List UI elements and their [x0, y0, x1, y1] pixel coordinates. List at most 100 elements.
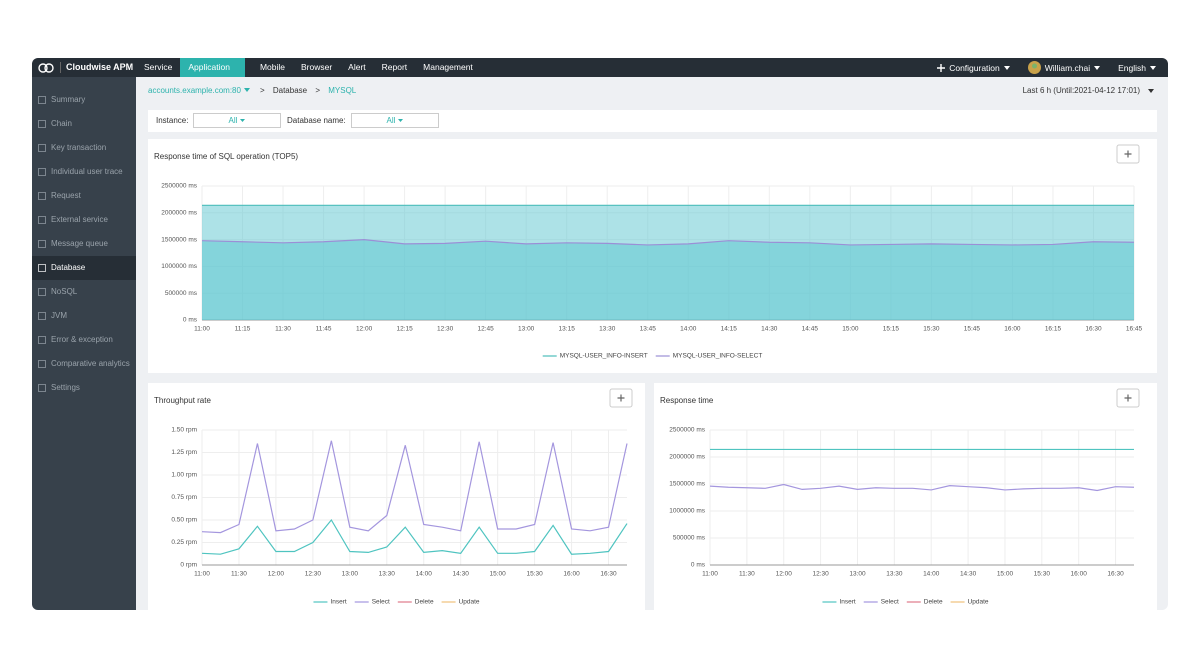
nav-item[interactable]: Application [180, 58, 245, 77]
x-tick-label: 14:00 [680, 326, 697, 333]
x-tick-label: 15:30 [526, 571, 543, 578]
avatar[interactable] [1027, 61, 1041, 74]
crumb-item: MYSQL [328, 86, 357, 95]
crumb-item[interactable]: Database [272, 86, 308, 95]
breadcrumb: accounts.example.com:80 > Database > MYSQ… [148, 86, 362, 95]
sidebar-icon [38, 240, 46, 248]
x-tick-label: 15:00 [490, 571, 507, 578]
sidebar-label: NoSQL [51, 287, 78, 296]
legend: MYSQL-USER_INFO-INSERT MYSQL-USER_INFO-SE… [542, 353, 763, 360]
legend-item[interactable]: Delete [397, 599, 434, 606]
x-tick-label: 16:30 [600, 571, 617, 578]
filter-value: All [386, 116, 396, 125]
time-range[interactable]: Last 6 h (Until:2021-04-12 17:01) [1023, 86, 1154, 95]
legend-item[interactable]: Delete [906, 599, 943, 606]
top-nav: Cloudwise APM Service Application Mobile Br… [32, 58, 1168, 77]
expand-button[interactable] [1116, 388, 1140, 408]
caret [1003, 65, 1010, 70]
configuration[interactable]: Configuration [949, 62, 1000, 73]
x-tick-label: 12:45 [478, 326, 495, 333]
chart-title: Throughput rate [154, 396, 211, 405]
y-tick-label: 2000000 ms [669, 454, 706, 461]
legend-item[interactable]: Select [354, 599, 390, 606]
language[interactable]: English [1118, 62, 1146, 73]
time-range-text: Last 6 h (Until:2021-04-12 17:01) [1022, 86, 1140, 95]
y-tick-label: 1500000 ms [161, 236, 198, 243]
sidebar-item[interactable]: Chain [32, 112, 136, 136]
brand[interactable]: Cloudwise APM [32, 58, 136, 77]
legend-item[interactable]: Update [441, 599, 480, 606]
host[interactable]: accounts.example.com:80 [148, 86, 241, 95]
separator: > [315, 86, 320, 95]
x-tick-label: 12:00 [268, 571, 285, 578]
panel-background [654, 383, 1157, 610]
x-tick-label: 11:15 [235, 326, 251, 333]
filter-select[interactable]: All [351, 113, 439, 128]
x-tick-label: 13:00 [518, 326, 535, 333]
y-tick-label: 500000 ms [165, 290, 198, 297]
x-tick-label: 12:00 [776, 571, 793, 578]
legend-item[interactable]: Insert [313, 599, 347, 606]
legend-item[interactable]: MYSQL-USER_INFO-INSERT [542, 353, 648, 360]
sidebar-item[interactable]: Comparative analytics [32, 352, 136, 376]
filter-select[interactable]: All [193, 113, 281, 128]
caret [1094, 65, 1101, 70]
x-tick-label: 15:00 [842, 326, 859, 333]
sidebar-item[interactable]: Message queue [32, 232, 136, 256]
sidebar-icon [38, 168, 46, 176]
x-tick-label: 13:30 [599, 326, 616, 333]
sidebar-item[interactable]: Summary [32, 88, 136, 112]
app-window: Cloudwise APM Service Application Mobile Br… [32, 58, 1168, 610]
sidebar-item[interactable]: JVM [32, 304, 136, 328]
sidebar-item[interactable]: Individual user trace [32, 160, 136, 184]
sidebar-label: Summary [51, 95, 86, 104]
sidebar-label: Individual user trace [51, 167, 123, 176]
filter-label: Database name: [287, 116, 346, 125]
x-tick-label: 13:30 [379, 571, 396, 578]
nav-item[interactable]: Report [381, 62, 408, 72]
sidebar-icon [38, 288, 46, 296]
y-tick-label: 0 ms [183, 317, 198, 324]
expand-button[interactable] [1116, 144, 1140, 164]
legend-item[interactable]: Update [950, 599, 989, 606]
sidebar-icon [38, 264, 46, 272]
nav-item[interactable]: Management [423, 62, 473, 72]
y-tick-label: 0.25 rpm [171, 539, 197, 546]
sidebar-item[interactable]: Key transaction [32, 136, 136, 160]
sidebar-item[interactable]: Error & exception [32, 328, 136, 352]
x-tick-label: 16:00 [1004, 326, 1021, 333]
x-tick-label: 13:15 [559, 326, 576, 333]
legend-item[interactable]: Insert [822, 599, 856, 606]
x-tick-label: 16:45 [1126, 326, 1143, 333]
y-tick-label: 1000000 ms [161, 263, 198, 270]
nav-item[interactable]: Browser [300, 62, 333, 72]
sidebar-item[interactable]: Database [32, 256, 136, 280]
x-tick-label: 13:45 [640, 326, 657, 333]
x-tick-label: 11:30 [739, 571, 755, 578]
filter-value: All [228, 116, 238, 125]
y-tick-label: 1.50 rpm [171, 427, 197, 434]
x-tick-label: 16:30 [1085, 326, 1102, 333]
y-tick-label: 0 rpm [180, 562, 197, 569]
legend-item[interactable]: Select [863, 599, 899, 606]
x-tick-label: 14:00 [416, 571, 433, 578]
y-tick-label: 2500000 ms [669, 427, 706, 434]
nav-item[interactable]: Mobile [259, 62, 285, 72]
legend-item[interactable]: MYSQL-USER_INFO-SELECT [655, 353, 763, 360]
nav-item[interactable]: Alert [348, 62, 366, 72]
plus-icon [1124, 150, 1132, 158]
sidebar-item[interactable]: External service [32, 208, 136, 232]
x-tick-label: 16:15 [1045, 326, 1062, 333]
sidebar-item[interactable]: Request [32, 184, 136, 208]
expand-button[interactable] [609, 388, 633, 408]
sidebar-item[interactable]: NoSQL [32, 280, 136, 304]
series-line [709, 483, 1135, 492]
nav-item[interactable]: Service [144, 62, 173, 72]
panel-background [148, 383, 645, 610]
sidebar-icon [38, 192, 46, 200]
user-name[interactable]: William.chai [1044, 62, 1091, 73]
x-tick-label: 12:30 [812, 571, 829, 578]
sidebar-item[interactable]: Settings [32, 376, 136, 400]
x-tick-label: 14:30 [453, 571, 470, 578]
chart-panel: Response time 11:00 11:30 12:00 12:30 13:00 13… [654, 383, 1157, 610]
